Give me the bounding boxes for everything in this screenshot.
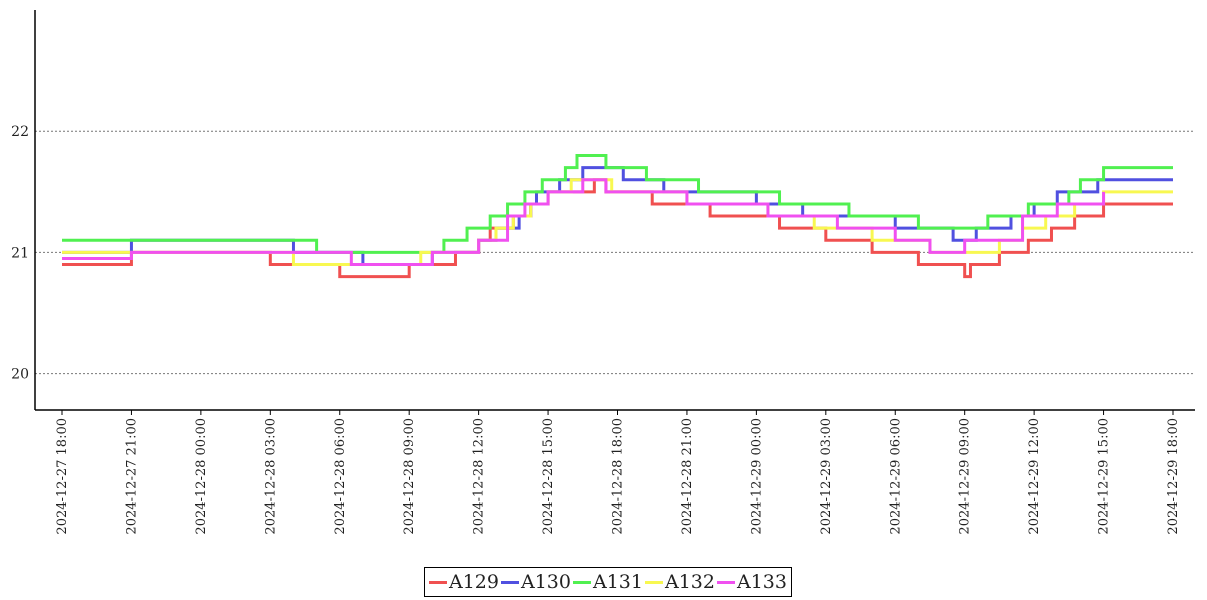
legend-swatch — [573, 580, 591, 584]
legend-label: A131 — [593, 571, 643, 593]
x-tick-label: 2024-12-29 06:00 — [888, 418, 903, 535]
legend-swatch — [501, 580, 519, 584]
legend-item: A131 — [573, 571, 643, 593]
series-line-a133 — [62, 178, 1106, 267]
y-ticks: 20 21 22 — [11, 124, 29, 382]
y-tick-label: 21 — [11, 245, 29, 261]
x-tick-label: 2024-12-29 15:00 — [1097, 418, 1112, 535]
legend-label: A132 — [665, 571, 715, 593]
axes — [34, 10, 1195, 411]
x-tick-label: 2024-12-27 18:00 — [55, 418, 70, 535]
y-tick-label: 22 — [11, 124, 29, 140]
x-ticks: 2024-12-27 18:00 2024-12-27 21:00 2024-12-… — [55, 410, 1181, 535]
legend-item: A132 — [645, 571, 715, 593]
legend-item: A129 — [429, 571, 499, 593]
x-tick-label: 2024-12-28 21:00 — [680, 418, 695, 535]
x-tick-label: 2024-12-29 03:00 — [819, 418, 834, 535]
x-tick-label: 2024-12-28 09:00 — [402, 418, 417, 535]
series-lines — [62, 153, 1173, 279]
legend-item: A130 — [501, 571, 571, 593]
legend-swatch — [429, 580, 447, 584]
x-tick-label: 2024-12-28 15:00 — [541, 418, 556, 535]
legend: A129 A130 A131 A132 A133 — [424, 567, 792, 597]
y-tick-label: 20 — [11, 367, 29, 383]
legend-label: A130 — [521, 571, 571, 593]
x-tick-label: 2024-12-29 00:00 — [749, 418, 764, 535]
x-tick-label: 2024-12-28 00:00 — [194, 418, 209, 535]
x-tick-label: 2024-12-28 06:00 — [333, 418, 348, 535]
x-tick-label: 2024-12-28 03:00 — [263, 418, 278, 535]
legend-label: A133 — [737, 571, 787, 593]
x-tick-label: 2024-12-28 18:00 — [611, 418, 626, 535]
x-tick-label: 2024-12-29 12:00 — [1027, 418, 1042, 535]
series-line-a131 — [62, 153, 1173, 254]
x-tick-label: 2024-12-27 21:00 — [124, 418, 139, 535]
legend-swatch — [645, 580, 663, 584]
legend-label: A129 — [449, 571, 499, 593]
x-tick-label: 2024-12-28 12:00 — [472, 418, 487, 535]
legend-item: A133 — [717, 571, 787, 593]
legend-swatch — [717, 580, 735, 584]
x-tick-label: 2024-12-29 18:00 — [1166, 418, 1181, 535]
x-tick-label: 2024-12-29 09:00 — [958, 418, 973, 535]
